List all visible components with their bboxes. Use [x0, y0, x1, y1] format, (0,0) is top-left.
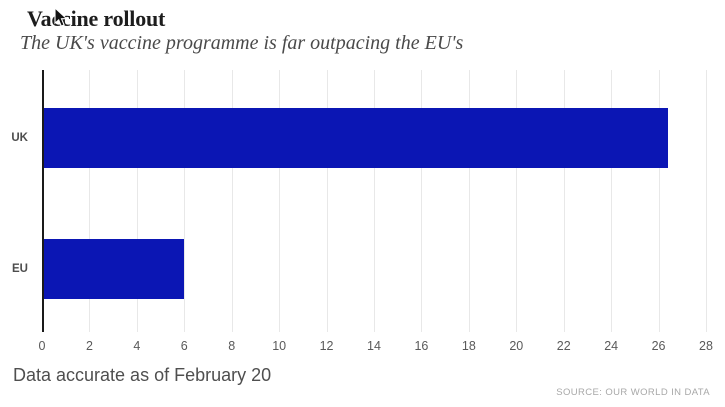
x-tick-label: 12 [319, 339, 334, 353]
gridline [563, 70, 565, 332]
x-tick-label: 2 [85, 339, 93, 353]
gridline [184, 70, 186, 332]
gridline [374, 70, 375, 332]
x-tick-label: 26 [651, 339, 666, 353]
x-tick-label: 6 [180, 339, 188, 353]
bar-eu [44, 238, 184, 299]
gridline [658, 70, 660, 332]
x-tick-label: 14 [367, 339, 381, 353]
category-label-uk: UK [11, 131, 28, 144]
plot-area [42, 70, 707, 332]
x-tick-label: 10 [272, 339, 287, 353]
x-tick-label: 0 [38, 339, 46, 353]
chart-subtitle: The UK's vaccine programme is far outpac… [20, 32, 464, 54]
x-tick-label: 28 [699, 339, 713, 353]
bar-uk [44, 107, 668, 168]
gridline [611, 70, 613, 332]
x-tick-label: 8 [228, 339, 236, 353]
gridline [136, 70, 138, 332]
x-tick-label: 24 [604, 339, 619, 353]
source-credit: SOURCE: OUR WORLD IN DATA [556, 387, 710, 398]
gridline [231, 70, 233, 332]
x-axis: 0 2 4 6 8 10 12 14 16 18 20 22 24 26 28 [38, 339, 713, 355]
gridline [421, 70, 423, 332]
x-tick-label: 18 [461, 339, 476, 353]
x-tick-label: 4 [133, 339, 141, 353]
x-tick-label: 16 [414, 339, 429, 353]
data-note: Data accurate as of February 20 [13, 365, 272, 385]
gridline [89, 70, 91, 332]
mouse-cursor-icon [54, 7, 68, 27]
x-tick-label: 22 [556, 339, 571, 353]
gridline [516, 70, 518, 332]
gridline [326, 70, 328, 332]
gridline [279, 70, 281, 332]
category-label-eu: EU [12, 262, 28, 275]
gridline [706, 70, 707, 332]
category-axis: UK EU [0, 70, 28, 332]
x-tick-label: 20 [509, 339, 524, 353]
chart-title: Vaccine rollout [27, 6, 166, 31]
gridline [468, 70, 470, 332]
y-axis-line [42, 70, 44, 332]
